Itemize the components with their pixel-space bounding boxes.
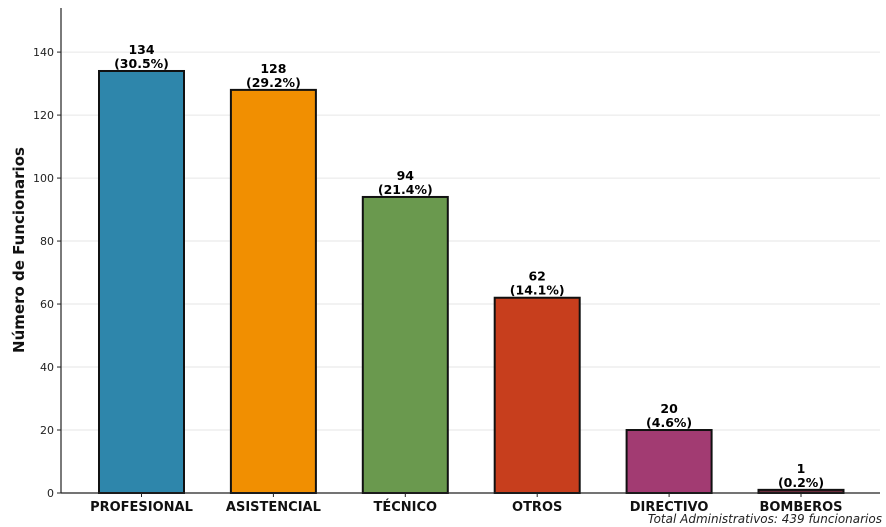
bar-value-label: 134 <box>128 42 154 57</box>
gridlines <box>61 51 880 431</box>
bar <box>625 429 713 495</box>
bar <box>361 195 449 495</box>
y-axis-label: Número de Funcionarios <box>10 147 28 353</box>
bar-value-label: 94 <box>397 168 415 183</box>
x-tick-label: OTROS <box>512 500 562 515</box>
x-tick-label: TÉCNICO <box>373 499 437 515</box>
bar-percent-label: (14.1%) <box>510 283 565 298</box>
bar-value-label: 62 <box>528 269 545 284</box>
bar-percent-label: (30.5%) <box>114 56 169 71</box>
y-tick-label: 20 <box>40 424 54 437</box>
x-tick-label: BOMBEROS <box>759 500 842 515</box>
x-ticks: PROFESIONAL ASISTENCIAL TÉCNICO OTROS DIRECT… <box>90 493 843 515</box>
y-tick-label: 0 <box>47 487 54 500</box>
y-tick-label: 40 <box>40 361 54 374</box>
bar-percent-label: (0.2%) <box>778 475 824 490</box>
bar-value-label: 1 <box>797 461 806 476</box>
bars <box>98 69 845 495</box>
bar <box>98 69 185 495</box>
bar <box>229 88 317 494</box>
y-tick-label: 80 <box>40 235 54 248</box>
bar-value-label: 20 <box>660 401 678 416</box>
bar-percent-label: (21.4%) <box>378 182 433 197</box>
y-tick-label: 100 <box>33 172 54 185</box>
y-ticks: 0 20 40 60 80 100 120 140 <box>33 46 61 500</box>
x-tick-label: DIRECTIVO <box>630 500 709 515</box>
x-tick-label: PROFESIONAL <box>90 500 193 515</box>
x-tick-label: ASISTENCIAL <box>226 500 321 515</box>
bar-value-label: 128 <box>260 61 286 76</box>
y-tick-label: 120 <box>33 109 54 122</box>
y-tick-label: 140 <box>33 46 54 59</box>
bar-percent-label: (4.6%) <box>646 415 692 430</box>
y-tick-label: 60 <box>40 298 54 311</box>
bar-labels: 134(30.5%) 128(29.2%) 94(21.4%) 62(14.1%) 20… <box>114 42 824 490</box>
total-annotation: Total Administrativos: 439 funcionarios <box>648 512 882 526</box>
axes <box>60 8 880 494</box>
bar-percent-label: (29.2%) <box>246 75 301 90</box>
bar <box>493 296 581 494</box>
